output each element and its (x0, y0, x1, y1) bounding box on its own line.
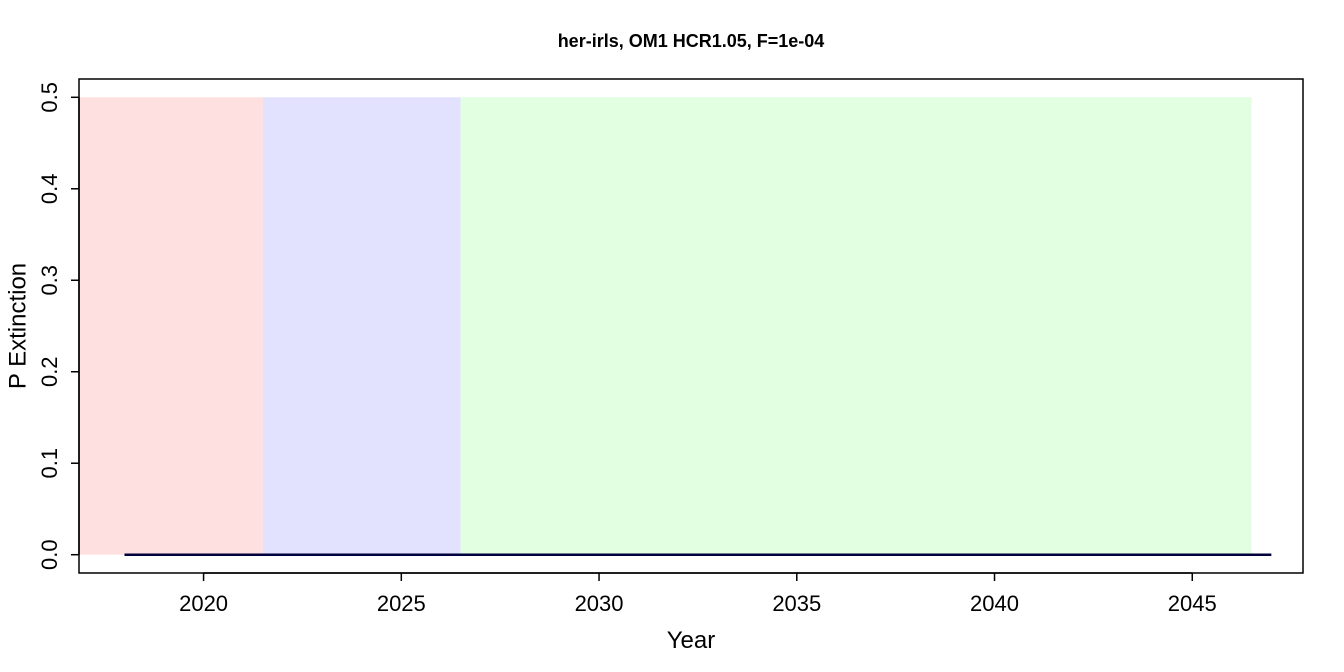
shaded-region-2 (262, 97, 461, 555)
x-tick-label-2020: 2020 (179, 591, 228, 616)
x-tick-label-2025: 2025 (377, 591, 426, 616)
y-axis-label: P Extinction (4, 263, 31, 389)
x-tick-label-2040: 2040 (970, 591, 1019, 616)
y-tick-label-4: 0.4 (37, 173, 62, 204)
y-tick-label-2: 0.2 (37, 356, 62, 387)
y-tick-label-3: 0.3 (37, 265, 62, 296)
x-tick-label-2045: 2045 (1168, 591, 1217, 616)
y-tick-label-0: 0.0 (37, 539, 62, 570)
shaded-region-1 (79, 97, 263, 555)
x-axis-label: Year (667, 627, 716, 654)
y-axis: 0.0 0.1 0.2 0.3 0.4 0.5 (37, 82, 80, 570)
shaded-regions (79, 97, 1252, 555)
y-tick-label-5: 0.5 (37, 82, 62, 113)
chart-title: her-irls, OM1 HCR1.05, F=1e-04 (558, 31, 825, 51)
x-tick-label-2030: 2030 (575, 591, 624, 616)
x-tick-label-2035: 2035 (772, 591, 821, 616)
y-tick-label-1: 0.1 (37, 448, 62, 479)
shaded-region-3 (460, 97, 1252, 555)
x-axis: 2020 2025 2030 2035 2040 2045 (179, 572, 1217, 616)
